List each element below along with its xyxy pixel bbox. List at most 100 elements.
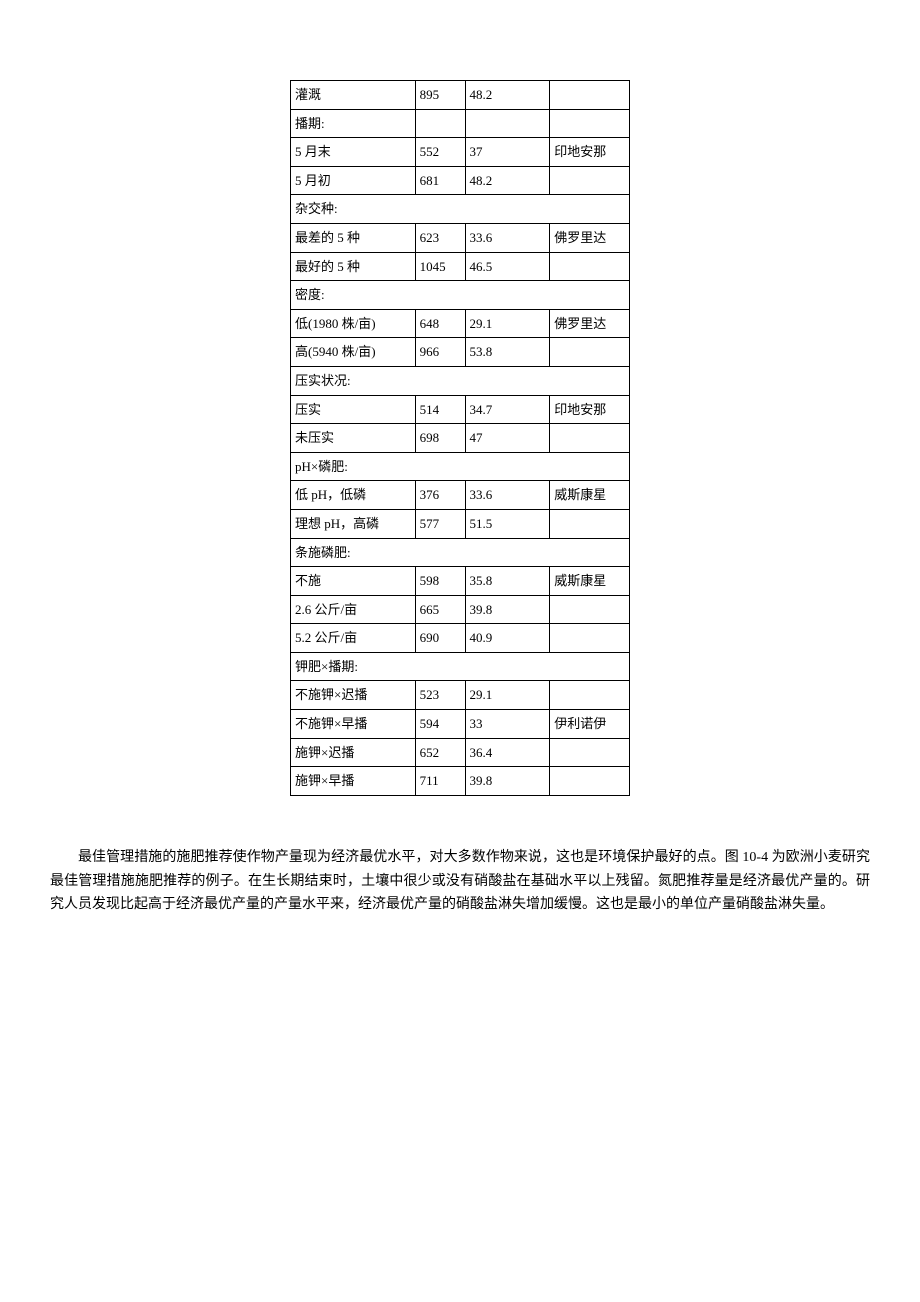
table-cell: 33.6 — [465, 223, 550, 252]
table-cell — [550, 624, 630, 653]
table-body: 灌溉89548.2播期:5 月末55237印地安那5 月初68148.2杂交种:… — [291, 81, 630, 796]
table-cell: 698 — [415, 424, 465, 453]
table-cell — [415, 109, 465, 138]
table-cell: 523 — [415, 681, 465, 710]
table-cell: 印地安那 — [550, 138, 630, 167]
table-row: 最好的 5 种104546.5 — [291, 252, 630, 281]
table-cell: 最差的 5 种 — [291, 223, 416, 252]
table-cell: 48.2 — [465, 166, 550, 195]
table-row: 高(5940 株/亩)96653.8 — [291, 338, 630, 367]
table-cell: 播期: — [291, 109, 416, 138]
table-cell — [550, 509, 630, 538]
table-cell: 46.5 — [465, 252, 550, 281]
table-cell — [550, 252, 630, 281]
table-row: 5 月初68148.2 — [291, 166, 630, 195]
table-cell: 灌溉 — [291, 81, 416, 110]
table-cell: 理想 pH，高磷 — [291, 509, 416, 538]
table-row: 密度: — [291, 281, 630, 310]
table-cell: 652 — [415, 738, 465, 767]
table-cell: 钾肥×播期: — [291, 652, 630, 681]
table-cell: 47 — [465, 424, 550, 453]
table-cell: 佛罗里达 — [550, 223, 630, 252]
table-cell: 376 — [415, 481, 465, 510]
table-cell: 598 — [415, 567, 465, 596]
table-cell: 2.6 公斤/亩 — [291, 595, 416, 624]
table-cell: 895 — [415, 81, 465, 110]
table-cell: 577 — [415, 509, 465, 538]
table-cell: 514 — [415, 395, 465, 424]
table-cell: 施钾×迟播 — [291, 738, 416, 767]
table-cell: 5.2 公斤/亩 — [291, 624, 416, 653]
table-cell: 杂交种: — [291, 195, 630, 224]
table-row: 钾肥×播期: — [291, 652, 630, 681]
table-cell: 33 — [465, 710, 550, 739]
table-cell: 37 — [465, 138, 550, 167]
table-cell: 施钾×早播 — [291, 767, 416, 796]
table-cell: 35.8 — [465, 567, 550, 596]
table-cell: 623 — [415, 223, 465, 252]
table-row: 不施钾×迟播52329.1 — [291, 681, 630, 710]
table-cell — [550, 767, 630, 796]
table-cell — [465, 109, 550, 138]
table-cell: 34.7 — [465, 395, 550, 424]
table-row: 不施59835.8威斯康星 — [291, 567, 630, 596]
table-cell: 552 — [415, 138, 465, 167]
table-cell: 威斯康星 — [550, 481, 630, 510]
table-cell — [550, 424, 630, 453]
table-cell: 29.1 — [465, 309, 550, 338]
table-cell: 36.4 — [465, 738, 550, 767]
table-cell — [550, 681, 630, 710]
table-cell: 不施钾×迟播 — [291, 681, 416, 710]
table-cell: 佛罗里达 — [550, 309, 630, 338]
table-cell: 51.5 — [465, 509, 550, 538]
table-cell: 39.8 — [465, 767, 550, 796]
table-cell — [550, 109, 630, 138]
table-cell: 711 — [415, 767, 465, 796]
table-cell: 印地安那 — [550, 395, 630, 424]
table-cell — [550, 166, 630, 195]
table-cell: 未压实 — [291, 424, 416, 453]
table-cell: 密度: — [291, 281, 630, 310]
table-cell: 966 — [415, 338, 465, 367]
table-row: 最差的 5 种62333.6佛罗里达 — [291, 223, 630, 252]
table-cell: 低 pH，低磷 — [291, 481, 416, 510]
table-cell: 不施 — [291, 567, 416, 596]
table-cell — [550, 338, 630, 367]
table-row: 播期: — [291, 109, 630, 138]
table-row: 施钾×早播71139.8 — [291, 767, 630, 796]
table-cell: 低(1980 株/亩) — [291, 309, 416, 338]
table-cell: 53.8 — [465, 338, 550, 367]
table-row: pH×磷肥: — [291, 452, 630, 481]
table-row: 5 月末55237印地安那 — [291, 138, 630, 167]
table-cell: 压实状况: — [291, 366, 630, 395]
table-cell — [550, 81, 630, 110]
table-row: 压实状况: — [291, 366, 630, 395]
table-cell: 威斯康星 — [550, 567, 630, 596]
table-row: 2.6 公斤/亩66539.8 — [291, 595, 630, 624]
table-cell: 不施钾×早播 — [291, 710, 416, 739]
table-row: 施钾×迟播65236.4 — [291, 738, 630, 767]
table-row: 杂交种: — [291, 195, 630, 224]
table-row: 灌溉89548.2 — [291, 81, 630, 110]
table-cell: 29.1 — [465, 681, 550, 710]
table-cell: 压实 — [291, 395, 416, 424]
table-cell: 伊利诺伊 — [550, 710, 630, 739]
table-cell: pH×磷肥: — [291, 452, 630, 481]
table-cell: 648 — [415, 309, 465, 338]
table-container: 灌溉89548.2播期:5 月末55237印地安那5 月初68148.2杂交种:… — [40, 80, 880, 796]
table-row: 压实51434.7印地安那 — [291, 395, 630, 424]
table-row: 5.2 公斤/亩69040.9 — [291, 624, 630, 653]
table-cell: 1045 — [415, 252, 465, 281]
table-row: 低(1980 株/亩)64829.1佛罗里达 — [291, 309, 630, 338]
table-cell: 48.2 — [465, 81, 550, 110]
table-cell: 高(5940 株/亩) — [291, 338, 416, 367]
table-row: 条施磷肥: — [291, 538, 630, 567]
table-cell: 最好的 5 种 — [291, 252, 416, 281]
table-cell: 665 — [415, 595, 465, 624]
table-cell — [550, 595, 630, 624]
table-cell: 39.8 — [465, 595, 550, 624]
table-cell: 5 月初 — [291, 166, 416, 195]
table-cell — [550, 738, 630, 767]
table-cell: 594 — [415, 710, 465, 739]
table-cell: 40.9 — [465, 624, 550, 653]
